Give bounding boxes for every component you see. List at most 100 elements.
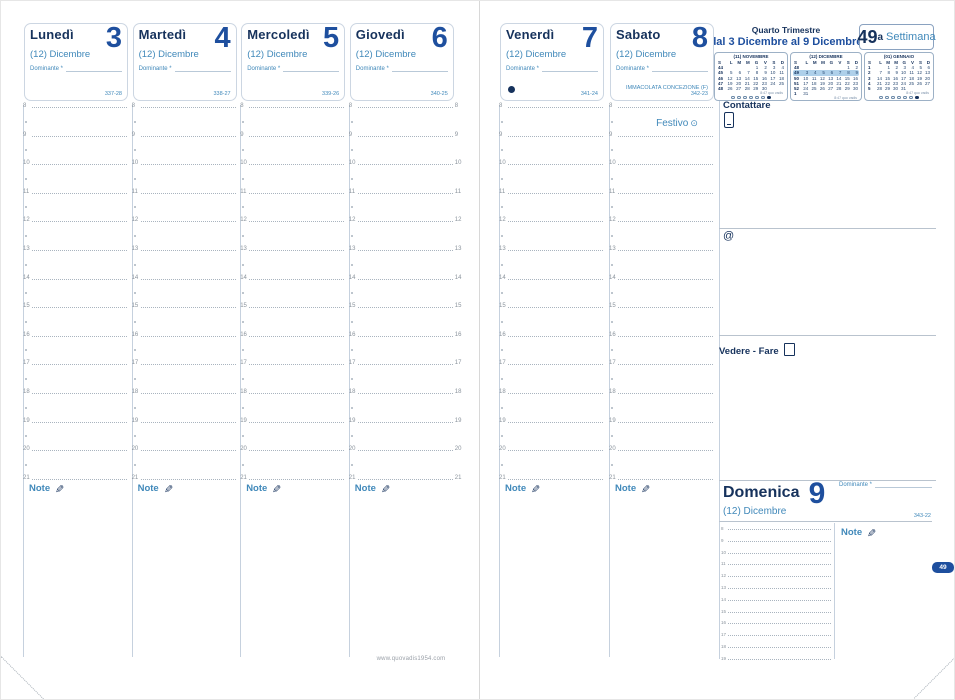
hour-rule	[32, 478, 127, 480]
hour-line: 20	[240, 446, 345, 452]
column-divider	[499, 105, 500, 657]
half-hour-dot	[350, 235, 353, 237]
hour-label: 17	[23, 360, 30, 367]
hour-rule	[728, 599, 831, 601]
moon-phase-icon	[885, 95, 889, 100]
day-cell: 9	[764, 70, 767, 76]
day-cell: 17	[770, 75, 776, 81]
calendar-footnote: 8:47 quo vadis	[760, 91, 783, 96]
dominante-label: Dominante *	[138, 66, 172, 72]
hour-rule	[357, 335, 453, 337]
day-cell: 19	[819, 80, 825, 86]
half-hour-dot	[611, 149, 613, 152]
week-col-header: S	[718, 60, 722, 65]
hour-line: 19	[349, 418, 453, 424]
half-hour-dot	[350, 349, 353, 352]
day-title-row: Giovedì 6	[356, 24, 448, 53]
week-col-header: S	[868, 60, 872, 65]
hour-line: 17	[349, 360, 453, 366]
hour-label: 17	[240, 360, 247, 367]
dominante-label: Dominante *	[506, 66, 540, 72]
day-cell: 28	[876, 85, 882, 91]
sunday-top-divider	[719, 480, 936, 481]
hour-line: 12	[349, 217, 453, 223]
day-number: 5	[323, 22, 340, 54]
half-hour-dot	[350, 177, 353, 180]
moon-phase-row	[717, 95, 785, 100]
day-cell: 12	[727, 75, 733, 81]
day-month: (12) Dicembre	[247, 49, 308, 60]
day-cell: 14	[836, 75, 842, 81]
email-at-icon: @	[723, 230, 735, 242]
sunday-hour-line: 18	[721, 644, 831, 649]
hour-line: 13	[132, 246, 236, 252]
hour-label: 14	[240, 274, 247, 281]
hour-line: 14	[349, 275, 453, 281]
hour-label: 16	[721, 620, 727, 626]
day-col-header: M	[745, 60, 750, 65]
hour-line: 21	[349, 475, 453, 481]
hour-label: 17	[609, 360, 616, 367]
moon-phase-icon	[767, 95, 771, 100]
hour-label-right: 15	[454, 303, 462, 310]
hour-rule	[249, 421, 345, 423]
half-hour-dot	[133, 120, 136, 123]
day-cell: 4	[911, 65, 914, 71]
sunday-name: Domenica	[723, 484, 800, 501]
day-cell: 26	[819, 85, 825, 91]
day-cell: 8	[887, 70, 890, 76]
hour-line: 16	[23, 332, 127, 338]
day-col-header: S	[918, 60, 922, 65]
sunday-hour-line: 13	[721, 585, 831, 590]
page-fold	[479, 1, 480, 699]
hour-line: 16	[240, 332, 345, 338]
hour-label: 9	[348, 131, 353, 138]
hour-label: 13	[348, 246, 356, 252]
hour-rule	[618, 335, 713, 337]
sunday-number: 9	[808, 477, 826, 510]
day-of-year: 342-23	[690, 91, 708, 97]
day-cell: 25	[811, 85, 817, 91]
hour-rule	[32, 164, 127, 166]
day-cell: 6	[927, 65, 930, 71]
sidebar-divider	[719, 101, 720, 659]
day-cell: 6	[830, 70, 834, 76]
week-number: 52	[794, 85, 800, 91]
day-cell: 23	[761, 80, 767, 86]
hour-rule	[32, 450, 127, 452]
half-hour-dot	[25, 378, 27, 380]
pen-icon: ✎	[380, 484, 391, 496]
hour-line: 13	[23, 246, 127, 252]
half-hour-dot	[133, 263, 136, 266]
pen-icon: ✎	[55, 484, 65, 496]
day-cell: 13	[828, 75, 834, 81]
half-hour-dot	[350, 263, 353, 266]
hour-line: 11	[499, 189, 603, 195]
hour-line: 9	[23, 132, 127, 138]
hour-rule	[728, 540, 831, 542]
moon-phase-icon	[915, 95, 919, 100]
hour-rule	[728, 658, 831, 660]
half-hour-dot	[611, 120, 613, 123]
half-hour-dot	[350, 149, 353, 152]
hour-line: 8	[23, 103, 127, 109]
hour-label: 11	[721, 561, 726, 567]
hour-line: 11	[132, 189, 236, 195]
hour-rule	[32, 278, 127, 280]
day-cell: 5	[730, 70, 733, 76]
half-hour-dot	[350, 120, 353, 123]
day-cell: 29	[844, 85, 850, 91]
hour-rule	[357, 421, 453, 423]
hour-line: 16	[609, 332, 713, 338]
hour-rule	[357, 164, 453, 166]
day-cell: 17	[803, 80, 809, 86]
hour-label: 16	[131, 331, 139, 338]
hour-line: 13	[349, 246, 453, 252]
hour-rule	[32, 107, 127, 108]
hour-rule	[618, 278, 713, 280]
hour-label: 14	[721, 596, 727, 602]
day-cell: 3	[772, 65, 776, 71]
half-hour-dot	[133, 435, 136, 438]
half-hour-dot	[501, 320, 503, 323]
